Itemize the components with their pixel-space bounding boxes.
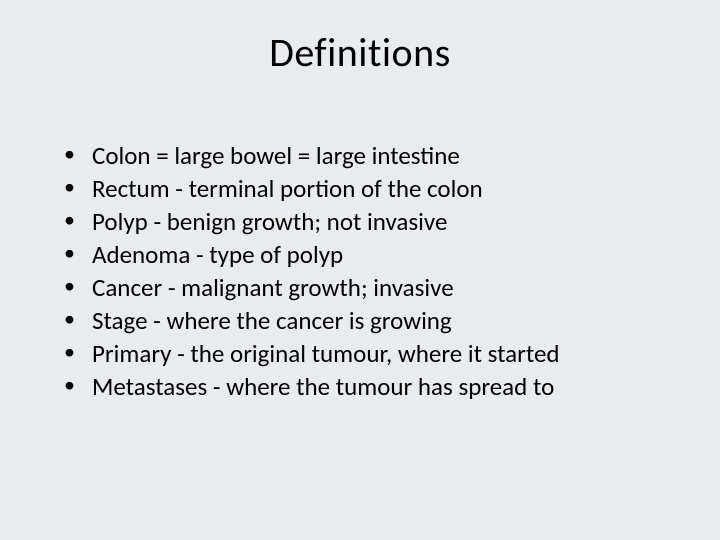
list-item: Cancer - malignant growth; invasive: [62, 272, 660, 304]
slide: Definitions Colon = large bowel = large …: [0, 0, 720, 540]
list-item: Polyp - benign growth; not invasive: [62, 206, 660, 238]
list-item: Metastases - where the tumour has spread…: [62, 371, 660, 403]
list-item: Colon = large bowel = large intestine: [62, 140, 660, 172]
list-item: Primary - the original tumour, where it …: [62, 338, 660, 370]
slide-title: Definitions: [0, 0, 720, 77]
slide-body: Colon = large bowel = large intestine Re…: [62, 140, 660, 404]
list-item: Stage - where the cancer is growing: [62, 305, 660, 337]
list-item: Rectum - terminal portion of the colon: [62, 173, 660, 205]
list-item: Adenoma - type of polyp: [62, 239, 660, 271]
bullet-list: Colon = large bowel = large intestine Re…: [62, 140, 660, 403]
